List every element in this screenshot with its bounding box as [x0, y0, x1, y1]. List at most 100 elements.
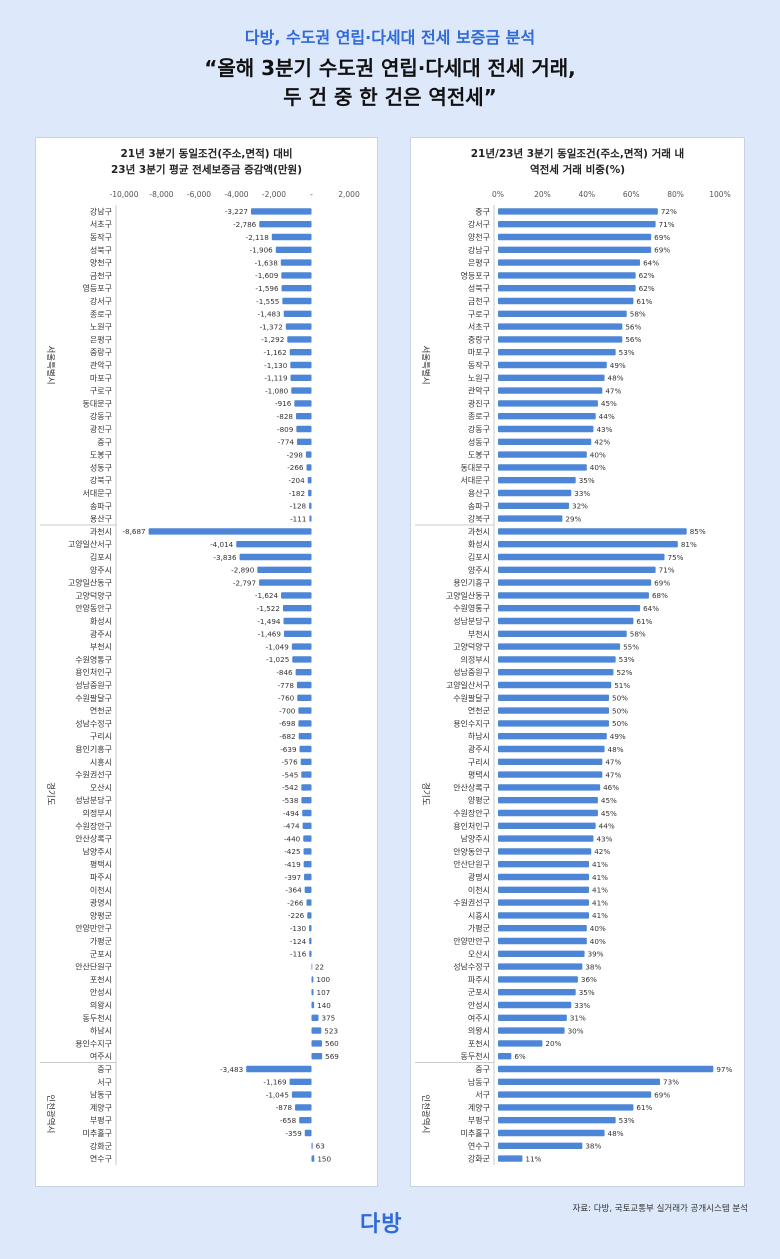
- deposit-change-category-label: 포천시: [90, 974, 112, 984]
- reverse-jeonse-category-label: 용인기흥구: [453, 578, 490, 588]
- deposit-change-tick-label: -2,000: [262, 190, 286, 199]
- deposit-change-value-label: -545: [282, 770, 298, 779]
- deposit-change-tick-label: -10,000: [110, 190, 139, 199]
- deposit-change-category-label: 용인기흥구: [75, 744, 112, 754]
- reverse-jeonse-tick-label: 60%: [623, 190, 640, 199]
- deposit-change-bar: [303, 861, 312, 868]
- deposit-change-value-label: -1,555: [256, 297, 279, 306]
- deposit-change-bar: [298, 733, 312, 740]
- deposit-change-value-label: -1,025: [266, 655, 289, 664]
- deposit-change-category-label: 고양일산서구: [68, 539, 112, 549]
- deposit-change-bar: [291, 387, 312, 394]
- deposit-change-category-label: 서초구: [90, 220, 112, 229]
- reverse-jeonse-category-label: 의왕시: [468, 1026, 490, 1036]
- deposit-change-bar: [292, 656, 312, 663]
- deposit-change-category-label: 의왕시: [90, 1000, 112, 1010]
- reverse-jeonse-value-label: 81%: [681, 540, 697, 549]
- reverse-jeonse-bar: [498, 720, 609, 727]
- reverse-jeonse-category-label: 시흥시: [468, 910, 490, 920]
- deposit-change-category-label: 김포시: [90, 552, 112, 562]
- deposit-change-value-label: -124: [290, 937, 307, 946]
- reverse-jeonse-title-line1: 21년/23년 3분기 동일조건(주소,면적) 거래 내: [470, 148, 685, 160]
- reverse-jeonse-value-label: 6%: [514, 1052, 526, 1061]
- reverse-jeonse-bar: [498, 451, 587, 458]
- reverse-jeonse-value-label: 56%: [625, 322, 641, 331]
- deposit-change-category-label: 화성시: [90, 617, 112, 626]
- deposit-change-value-label: -1,169: [263, 1078, 287, 1087]
- deposit-change-bar: [299, 745, 312, 753]
- reverse-jeonse-category-label: 군포시: [468, 988, 490, 997]
- deposit-change-bar: [295, 413, 312, 420]
- reverse-jeonse-bar: [498, 681, 612, 689]
- reverse-jeonse-bar: [498, 1027, 565, 1034]
- reverse-jeonse-value-label: 32%: [572, 502, 588, 511]
- deposit-change-value-label: -760: [278, 694, 295, 703]
- deposit-change-category-label: 관악구: [90, 360, 112, 370]
- deposit-change-category-label: 안양동안구: [75, 603, 112, 613]
- reverse-jeonse-category-label: 수원영통구: [453, 603, 490, 613]
- deposit-change-group-label: 서울특별시: [45, 345, 56, 384]
- deposit-change-value-label: -639: [280, 745, 297, 754]
- reverse-jeonse-value-label: 69%: [654, 1090, 670, 1099]
- reverse-jeonse-value-label: 55%: [623, 642, 639, 651]
- deposit-change-bar: [308, 489, 312, 497]
- deposit-change-tick-label: -: [310, 190, 313, 199]
- deposit-change-value-label: -397: [285, 873, 301, 882]
- reverse-jeonse-value-label: 75%: [668, 553, 684, 562]
- deposit-change-value-label: -1,906: [250, 246, 274, 255]
- reverse-jeonse-bar: [498, 605, 641, 612]
- reverse-jeonse-value-label: 48%: [608, 1129, 624, 1138]
- deposit-change-category-label: 강남구: [90, 206, 112, 216]
- deposit-change-chart-title: 21년 3분기 동일조건(주소,면적) 대비 23년 3분기 평균 전세보증금 …: [36, 146, 377, 178]
- deposit-change-bar: [290, 361, 312, 369]
- deposit-change-value-label: -1,045: [266, 1090, 289, 1099]
- reverse-jeonse-category-label: 포천시: [468, 1038, 490, 1048]
- deposit-change-category-label: 도봉구: [90, 451, 112, 460]
- deposit-change-bar: [236, 541, 312, 548]
- deposit-change-category-label: 하남시: [90, 1026, 112, 1036]
- deposit-change-category-label: 군포시: [90, 950, 112, 959]
- reverse-jeonse-value-label: 48%: [608, 745, 624, 754]
- deposit-change-category-label: 구로구: [90, 387, 112, 396]
- deposit-change-tick-label: 2,000: [338, 190, 360, 199]
- reverse-jeonse-bar: [498, 925, 587, 932]
- reverse-jeonse-category-label: 안양만안구: [453, 936, 490, 946]
- reverse-jeonse-category-label: 광주시: [468, 744, 490, 754]
- deposit-change-title-line2: 23년 3분기 평균 전세보증금 증감액(만원): [110, 164, 303, 176]
- reverse-jeonse-value-label: 53%: [619, 655, 635, 664]
- reverse-jeonse-category-label: 강북구: [468, 514, 490, 524]
- reverse-jeonse-tick-label: 80%: [667, 190, 684, 199]
- reverse-jeonse-value-label: 29%: [565, 514, 581, 523]
- deposit-change-bar: [300, 758, 312, 765]
- deposit-change-value-label: -226: [288, 911, 305, 920]
- deposit-change-category-label: 용산구: [90, 514, 112, 524]
- reverse-jeonse-value-label: 58%: [630, 310, 646, 319]
- reverse-jeonse-value-label: 33%: [574, 489, 590, 498]
- reverse-jeonse-value-label: 47%: [605, 770, 621, 779]
- deposit-change-value-label: -4,014: [210, 540, 234, 549]
- deposit-change-bar: [283, 617, 312, 625]
- deposit-change-category-label: 동작구: [90, 232, 112, 242]
- deposit-change-category-label: 부평구: [90, 1115, 112, 1125]
- reverse-jeonse-category-label: 영등포구: [461, 270, 490, 280]
- deposit-change-value-label: -182: [289, 489, 305, 498]
- deposit-change-bar: [295, 669, 312, 676]
- deposit-change-category-label: 이천시: [90, 885, 112, 895]
- reverse-jeonse-value-label: 46%: [603, 783, 619, 792]
- reverse-jeonse-value-label: 50%: [612, 706, 628, 715]
- reverse-jeonse-value-label: 31%: [570, 1014, 586, 1023]
- reverse-jeonse-bar: [498, 669, 614, 676]
- reverse-jeonse-category-label: 고양일산서구: [446, 680, 490, 690]
- deposit-change-value-label: -204: [288, 476, 305, 485]
- reverse-jeonse-category-label: 부천시: [468, 629, 490, 639]
- deposit-change-bar: [271, 233, 312, 241]
- reverse-jeonse-bar: [498, 400, 598, 407]
- reverse-jeonse-bar: [498, 1040, 543, 1047]
- deposit-change-bar: [298, 707, 312, 714]
- reverse-jeonse-category-label: 중구: [475, 207, 490, 216]
- reverse-jeonse-value-label: 41%: [592, 886, 608, 895]
- deposit-change-bar: [259, 221, 312, 228]
- reverse-jeonse-category-label: 부평구: [468, 1115, 490, 1125]
- reverse-jeonse-title-line2: 역전세 거래 비중(%): [529, 164, 626, 176]
- reverse-jeonse-value-label: 71%: [659, 220, 675, 229]
